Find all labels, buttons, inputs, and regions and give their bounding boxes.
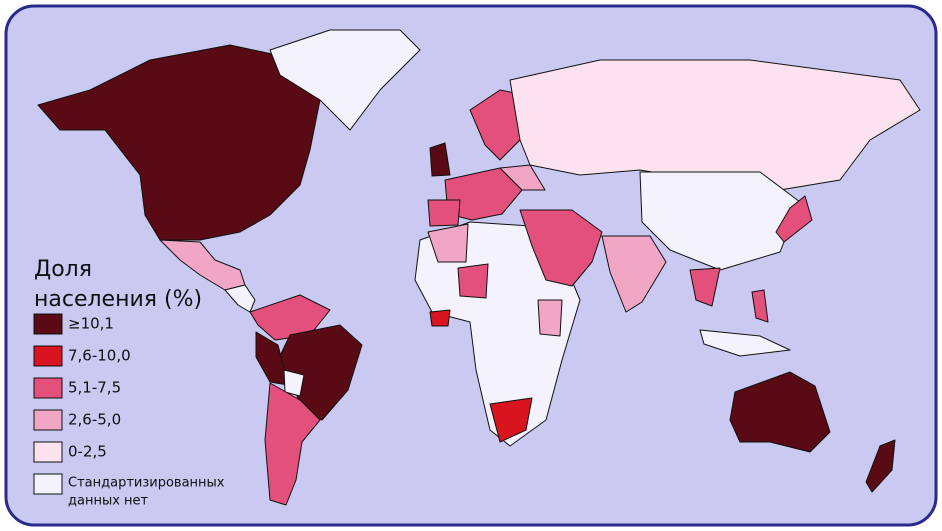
greenland — [269, 29, 421, 131]
uk — [429, 142, 451, 177]
legend-label: Стандартизированных — [68, 476, 225, 491]
legend-label: 5,1-7,5 — [68, 379, 121, 397]
southeast-asia — [689, 267, 721, 307]
indonesia — [699, 329, 791, 357]
russia — [509, 59, 921, 191]
legend-title: Доля — [34, 257, 92, 282]
new-zealand — [865, 439, 896, 493]
legend: Доля населения (%) ≥10,1 7,6-10,0 5,1-7,5 2,6… — [33, 257, 225, 509]
legend-label: 0-2,5 — [68, 443, 107, 461]
japan — [775, 195, 813, 243]
legend-label: ≥10,1 — [68, 315, 114, 333]
legend-label: 2,6-5,0 — [68, 411, 121, 429]
southern-cone — [264, 382, 321, 506]
south-africa — [489, 397, 533, 443]
iberia — [427, 199, 461, 227]
west-africa — [429, 309, 451, 327]
central-america — [224, 284, 256, 313]
china — [639, 171, 801, 271]
algeria — [427, 223, 469, 263]
kenya — [537, 299, 563, 337]
legend-label: 7,6-10,0 — [68, 347, 131, 365]
india — [601, 235, 667, 313]
legend-label: данных нет — [68, 494, 149, 509]
legend-swatch — [33, 313, 63, 335]
legend-swatch — [33, 345, 63, 367]
legend-swatch — [33, 377, 63, 399]
legend-swatch — [33, 473, 63, 495]
middle-east — [519, 209, 603, 287]
legend-swatch — [33, 441, 63, 463]
bolivia — [283, 369, 305, 397]
legend-swatch — [33, 409, 63, 431]
philippines — [751, 289, 769, 323]
land-masses — [37, 29, 921, 506]
australia — [729, 371, 831, 453]
sahel — [457, 263, 489, 299]
eastern-europe — [499, 164, 546, 191]
peru — [255, 331, 289, 386]
legend-title: населения (%) — [34, 287, 202, 312]
north-america — [37, 44, 321, 241]
